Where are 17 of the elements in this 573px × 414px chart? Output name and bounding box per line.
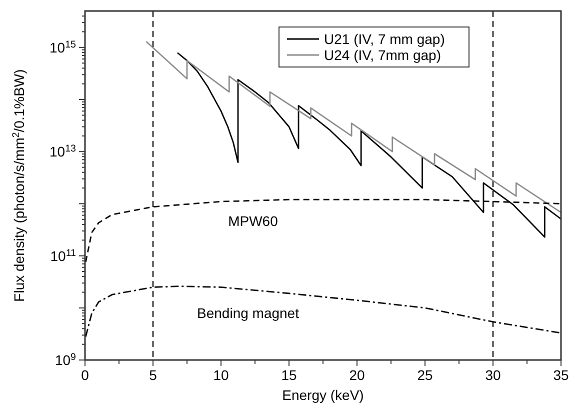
x-tick-label: 35: [553, 367, 569, 383]
legend-label: U24 (IV, 7mm gap): [324, 47, 441, 63]
x-tick-label: 5: [149, 367, 158, 383]
x-tick-label: 20: [349, 367, 365, 383]
x-tick-label: 0: [81, 367, 90, 383]
x-tick-label: 15: [281, 367, 297, 383]
x-tick-label: 30: [485, 367, 501, 383]
annotation: MPW60: [228, 213, 278, 229]
annotation: Bending magnet: [197, 305, 300, 321]
y-tick-label: 10$^{11}$: [50, 247, 76, 264]
legend-label: U21 (IV, 7 mm gap): [324, 31, 445, 47]
x-tick-label: 25: [417, 367, 433, 383]
x-tick-label: 10: [213, 367, 229, 383]
y-tick-label: 10$^{15}$: [50, 38, 77, 56]
y-tick-label: 10$^{13}$: [50, 143, 77, 160]
y-tick-label: 10$^{9}$: [54, 352, 76, 368]
x-axis-title: Energy (keV): [282, 387, 364, 403]
